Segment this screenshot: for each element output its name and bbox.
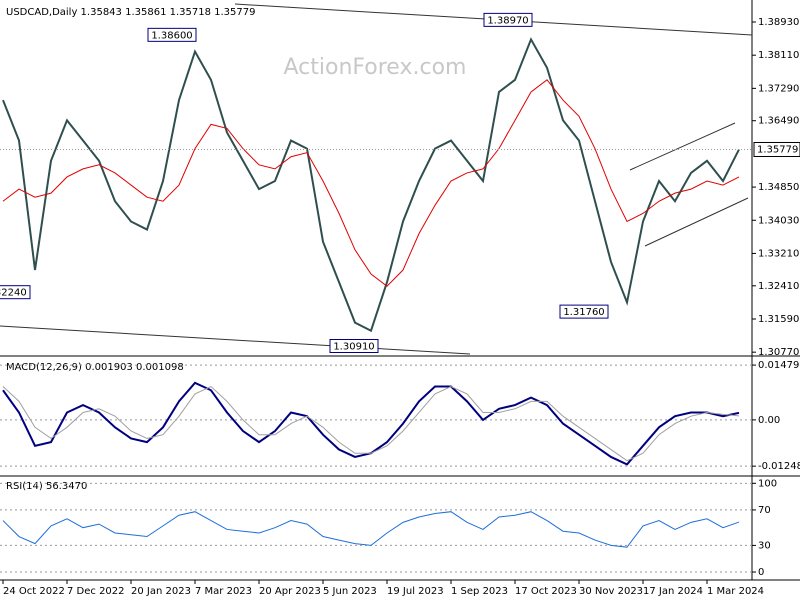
annotation-label: 1.30910 [333,342,374,353]
y-tick-label: 1.38930 [758,17,799,28]
y-tick-label: 70 [758,505,771,516]
annotation-box [483,12,533,27]
y-tick-label: 1.37290 [758,83,799,94]
rsi-title: RSI(14) 56.3470 [6,481,87,492]
x-tick-label: 20 Apr 2023 [259,586,321,597]
x-tick-label: 1 Mar 2024 [707,586,764,597]
series-line [2,79,740,287]
y-tick-label: 1.32410 [758,281,799,292]
y-tick-label: 1.30770 [758,347,799,358]
y-tick-label: 1.38110 [758,50,799,61]
y-tick-label: 1.33210 [758,248,799,259]
y-tick-label: 1.31590 [758,314,799,325]
trend-line [0,325,471,355]
macd-title: MACD(12,26,9) 0.001903 0.001098 [6,362,184,373]
annotation-box [0,285,31,300]
x-tick-label: 24 Oct 2022 [3,586,65,597]
channel-line [629,122,736,171]
annotation-label: 1.38600 [151,30,192,41]
y-tick-label: 30 [758,540,771,551]
last-price-label: 1.35779 [757,144,798,155]
series-line [2,385,740,462]
annotation-box [559,304,609,319]
y-tick-label: 100 [758,478,777,489]
x-tick-label: 5 Jun 2023 [323,586,377,597]
series-line [2,37,740,333]
y-tick-label: 1.36490 [758,116,799,127]
channel-line [644,197,749,247]
y-tick-label: 0.014791 [758,360,800,371]
annotation-label: 1.31760 [563,307,604,318]
x-tick-label: 19 Jul 2023 [387,586,444,597]
annotation-box [329,339,379,354]
last-price-box [753,141,800,157]
x-tick-label: 7 Dec 2022 [67,586,125,597]
x-tick-label: 17 Jan 2024 [643,586,703,597]
y-tick-label: 1.34850 [758,182,799,193]
x-tick-label: 1 Sep 2023 [451,586,508,597]
x-tick-label: 17 Oct 2023 [515,586,577,597]
x-tick-label: 20 Jan 2023 [131,586,191,597]
y-tick-label: 1.34030 [758,215,799,226]
x-tick-label: 7 Mar 2023 [195,586,252,597]
price-title: USDCAD,Daily 1.35843 1.35861 1.35718 1.3… [6,7,256,18]
annotation-box [147,27,197,42]
x-tick-label: 30 Nov 2023 [579,586,643,597]
y-tick-label: 0.00 [758,415,780,426]
y-tick-label: -0.012482 [758,461,800,472]
annotation-label: 1.38970 [487,15,528,26]
watermark: ActionForex.com [284,55,467,80]
series-line [2,511,740,548]
y-tick-label: 0 [758,567,764,578]
annotation-label: 1.32240 [0,288,27,299]
